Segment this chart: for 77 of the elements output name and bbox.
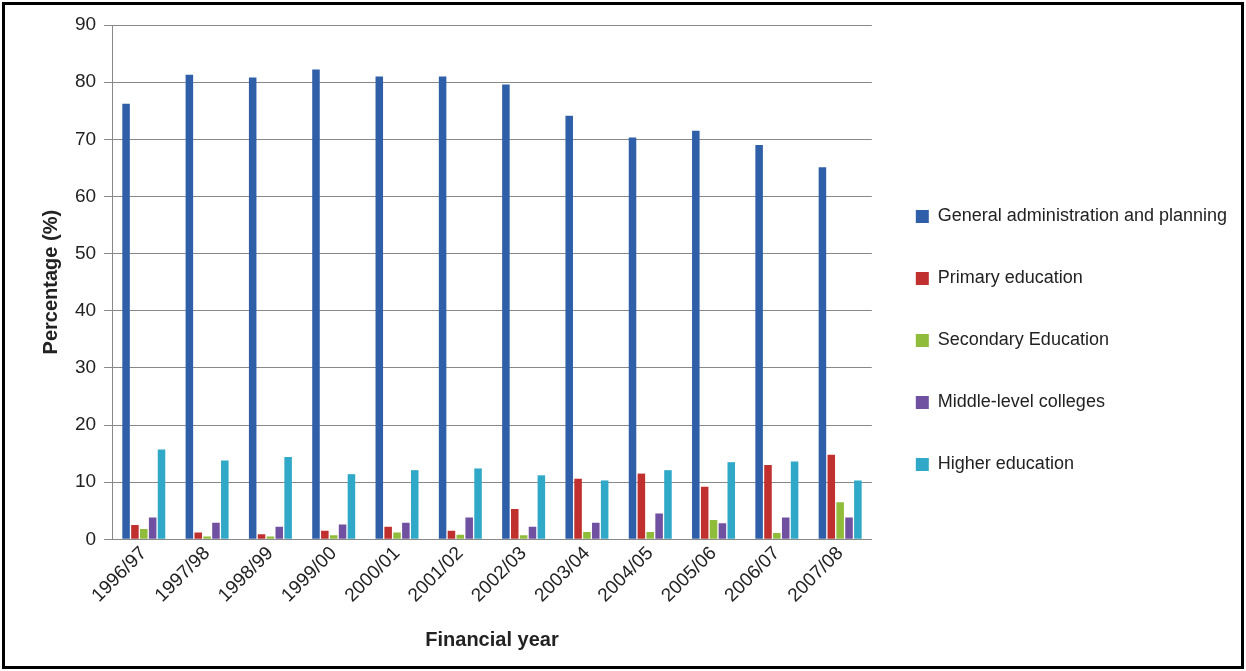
bar xyxy=(157,449,166,539)
bar xyxy=(709,519,718,539)
bar xyxy=(212,522,220,539)
y-tick-label: 90 xyxy=(74,13,97,35)
bar xyxy=(700,486,709,539)
y-tick-label: 0 xyxy=(85,527,97,549)
bar xyxy=(284,457,292,539)
bar xyxy=(854,480,862,539)
bar xyxy=(655,513,663,539)
y-tick-label: 40 xyxy=(74,298,97,320)
bar xyxy=(221,460,229,539)
bar xyxy=(600,480,609,539)
bar xyxy=(583,531,591,539)
bar xyxy=(438,76,447,539)
y-axis-title: Percentage (%) xyxy=(38,209,61,355)
bar xyxy=(465,517,473,539)
bar xyxy=(519,535,528,539)
bar xyxy=(312,69,320,539)
legend-label: Primary education xyxy=(937,267,1083,288)
bar xyxy=(248,77,257,539)
bar xyxy=(818,167,827,539)
bar xyxy=(347,474,356,539)
bar xyxy=(456,534,465,539)
bar xyxy=(410,470,419,539)
bar xyxy=(781,517,790,539)
y-tick-label: 60 xyxy=(74,184,97,206)
y-tick-label: 80 xyxy=(74,70,97,92)
bar xyxy=(384,526,392,539)
bar xyxy=(574,478,582,539)
bar xyxy=(474,468,482,539)
bar xyxy=(764,465,772,539)
bar xyxy=(266,536,275,539)
y-tick-label: 70 xyxy=(74,127,97,149)
y-tick-label: 10 xyxy=(74,470,97,492)
bar xyxy=(257,534,266,539)
bar xyxy=(628,137,637,539)
bar xyxy=(275,526,284,539)
bar xyxy=(447,530,456,539)
bar xyxy=(592,522,600,539)
bar xyxy=(511,509,519,539)
bar xyxy=(836,502,844,539)
bar xyxy=(140,529,148,539)
bar xyxy=(565,115,573,539)
x-axis-title: Financial year xyxy=(425,627,559,650)
bar xyxy=(727,462,736,539)
bar xyxy=(203,536,211,539)
bar xyxy=(827,454,836,539)
bar xyxy=(718,523,727,539)
bar xyxy=(321,530,329,539)
legend-label: Higher education xyxy=(937,453,1074,474)
bar xyxy=(194,532,202,539)
bar xyxy=(122,103,130,539)
bar xyxy=(185,74,194,539)
legend-label: General administration and planning xyxy=(937,205,1227,226)
bar xyxy=(646,531,655,539)
bar xyxy=(755,145,763,539)
y-tick-label: 20 xyxy=(74,413,97,435)
bar xyxy=(148,517,157,539)
bar xyxy=(393,532,401,539)
bar xyxy=(502,84,510,539)
y-tick-label: 30 xyxy=(74,356,97,378)
legend-label: Middle-level colleges xyxy=(937,391,1105,412)
y-tick-label: 50 xyxy=(74,241,97,263)
bar xyxy=(528,526,537,539)
bar xyxy=(692,130,700,539)
bar xyxy=(537,475,546,539)
bar xyxy=(664,470,672,539)
bar xyxy=(845,517,853,539)
bar xyxy=(637,473,646,539)
legend-label: Secondary Education xyxy=(937,329,1109,350)
bar xyxy=(131,525,139,539)
bar xyxy=(338,524,347,539)
bar xyxy=(375,76,384,539)
bar xyxy=(402,522,410,539)
bar xyxy=(329,535,338,539)
bar xyxy=(773,533,781,539)
bar xyxy=(790,461,799,539)
